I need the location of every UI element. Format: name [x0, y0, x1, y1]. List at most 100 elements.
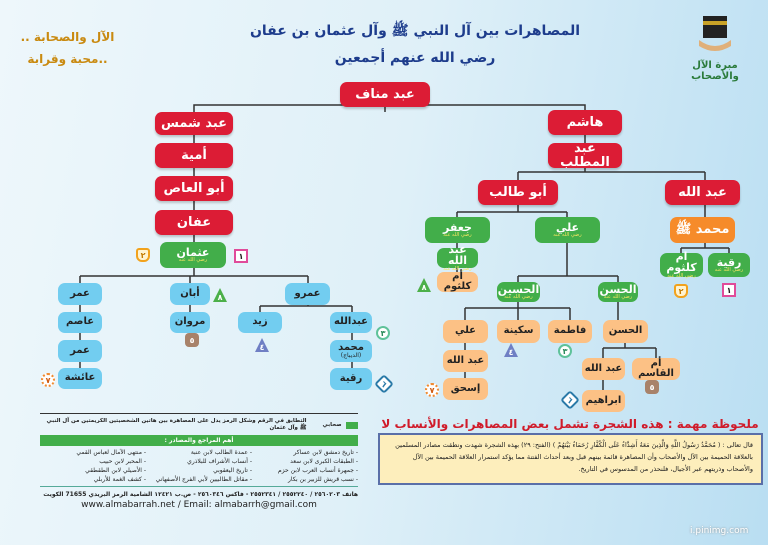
sources-title: أهم المراجع والمصادر : [40, 435, 358, 446]
honorific: رضي الله عنه [504, 294, 533, 301]
title-line-2: رضي الله عنهم أجمعين [334, 50, 496, 66]
source-item: - تاريخ دمشق لابن عساكر [293, 449, 358, 456]
person-umayya: أمية [155, 143, 233, 168]
person-name: أبو طالب [489, 184, 547, 200]
person-ruqayya-u: رقية [330, 368, 372, 390]
person-name: زيد [252, 316, 268, 328]
nickname: (الديباج) [340, 352, 362, 360]
person-name: عمر [70, 287, 90, 299]
person-husayn: الحسين رضي الله عنه [497, 282, 540, 302]
person-abd-muttalib: عبد المطلب [548, 141, 622, 169]
person-ali-h: علي [443, 320, 488, 343]
tree-connectors [79, 104, 730, 390]
person-ruqayya-p: رقية رضي الله عنه [708, 253, 750, 277]
person-umm-kulthum-j: أم كلثوم [437, 270, 478, 292]
person-abd-shams: عبد شمس [155, 112, 233, 135]
person-name: عبدالله [333, 316, 369, 328]
person-name: الحسن [599, 282, 637, 296]
crown-badge-icon: ٢ [674, 284, 688, 298]
person-ali: علي رضي الله عنه [535, 217, 600, 243]
person-umar2: عمر [58, 340, 102, 362]
person-abdullah-u: عبدالله [330, 312, 372, 333]
honorific: رضي الله عنه [603, 294, 633, 301]
person-name: أمية [181, 147, 207, 163]
person-name: عبد الله [447, 242, 468, 268]
slogan-line-1: الآل والصحابة .. [20, 30, 115, 44]
person-hasan2: الحسن [603, 320, 648, 343]
person-name: ابراهيم [585, 394, 622, 406]
person-name: رقية [716, 255, 742, 269]
honorific: رضي الله عنه [443, 232, 472, 239]
source-item: - نسب قريش للزبير بن بكار [288, 476, 358, 483]
person-name: عمرو [294, 287, 321, 299]
person-abdullah-hh: عبد الله [582, 358, 625, 380]
circle-badge-icon: ٣ [376, 326, 390, 340]
person-name: عاصم [65, 316, 95, 328]
source-item: - المحبر لابن حبيب [99, 458, 146, 465]
slogan-line-2: ..محبة وقرابة [27, 52, 108, 66]
source-item: - مقاتل الطالبيين لأبي الفرج الأصفهاني [155, 476, 252, 483]
person-muhammad: محمد ﷺ [670, 217, 735, 243]
title-line-1: المصاهرات بين آل النبي ﷺ وآل عثمان بن عف… [249, 23, 581, 39]
person-umar1: عمر [58, 283, 102, 305]
person-name: أبان [180, 287, 200, 299]
person-name: جعفر [443, 220, 472, 234]
circle-badge-icon: ٣ [558, 344, 572, 358]
person-abul-as: أبو العاص [155, 176, 233, 201]
person-name: الحسن [608, 325, 643, 337]
honorific: رضي الله عنه [714, 267, 744, 274]
website-email: www.almabarrah.net / Email: almabarrh@gm… [81, 500, 317, 510]
person-abdullah-ah: عبد الله [443, 350, 488, 372]
person-abdullah: عبد الله [665, 180, 740, 205]
person-name: إسحق [450, 382, 481, 394]
source-item: - الطبقات الكبرى لابن سعد [290, 458, 358, 465]
person-uthman: عثمان رضي الله عنه [160, 242, 226, 268]
person-ibrahim: ابراهيم [582, 390, 625, 412]
watermark: i.pinimg.com [690, 526, 749, 536]
person-name: عمر [70, 344, 90, 356]
person-muhammad-d: محمد (الديباج) [330, 340, 372, 362]
honorific: رضي الله عنه [667, 272, 696, 279]
person-name: أبو العاص [163, 180, 225, 196]
person-amr: عمرو [285, 283, 330, 305]
honorific: رضي الله عنه [178, 257, 208, 264]
source-item: - جمهرة أنساب العرب لابن حزم [277, 467, 358, 474]
person-name: عبد الله [584, 362, 623, 374]
logo-text: مبرة الآل والأصحاب [691, 60, 739, 82]
person-aisha: عائشة [58, 368, 102, 389]
sahabi-swatch [345, 421, 358, 429]
person-aban: أبان [170, 283, 210, 305]
person-name: محمد ﷺ [675, 222, 730, 238]
person-name: ام كلثوم [666, 249, 697, 275]
person-name: عائشة [64, 372, 96, 384]
person-name: أم القاسم [638, 357, 674, 379]
person-hashim: هاشم [548, 110, 622, 135]
person-name: عبد الله [446, 354, 485, 366]
logo: مبرة الآل والأصحاب [670, 12, 760, 82]
source-item: - منتهى الآمال لعباس القمي [76, 449, 146, 456]
legend: صحابي التطابق في الرقم وشكل الرمز يدل عل… [40, 413, 358, 510]
person-name: مروان [174, 316, 206, 328]
person-marwan: مروان [170, 312, 210, 333]
person-sukayna: سكينة [497, 320, 540, 343]
contact-info: هاتف ٢٥٦٠٢٠٣ / ٢٥٥٢٢٤٠ / ٢٥٥٢٣٤١ - فاكس … [43, 491, 358, 498]
person-affan: عفان [155, 210, 233, 235]
person-abd-manaf: عبد مناف [340, 82, 430, 107]
person-name: الحسين [497, 282, 540, 296]
source-item: - أنساب الأشراف للبلاذري [187, 458, 252, 465]
square-badge-icon: ١ [234, 249, 248, 263]
hexagon-badge-icon: ٥ [645, 380, 659, 394]
quote-box: قال تعالى : ( مُحَمَّدٌ رَسُولُ اللَّهِ … [378, 433, 763, 485]
flower-badge-icon: ٧ [425, 383, 439, 397]
person-ishaq: إسحق [443, 378, 488, 400]
hexagon-badge-icon: ٥ [185, 333, 199, 347]
person-name: فاطمة [553, 325, 587, 337]
person-name: أم كلثوم [443, 270, 472, 292]
flower-badge-icon: ٧ [41, 373, 55, 387]
source-item: - الأصيلي لابن الطقطقي [85, 467, 146, 474]
source-item: - تاريخ اليعقوبي [213, 467, 252, 474]
person-zayd: زيد [238, 312, 282, 333]
person-name: علي [555, 220, 580, 234]
square-badge-icon: ١ [722, 283, 736, 297]
person-abdullah-j: عبد الله رضي الله عنه [437, 244, 478, 272]
